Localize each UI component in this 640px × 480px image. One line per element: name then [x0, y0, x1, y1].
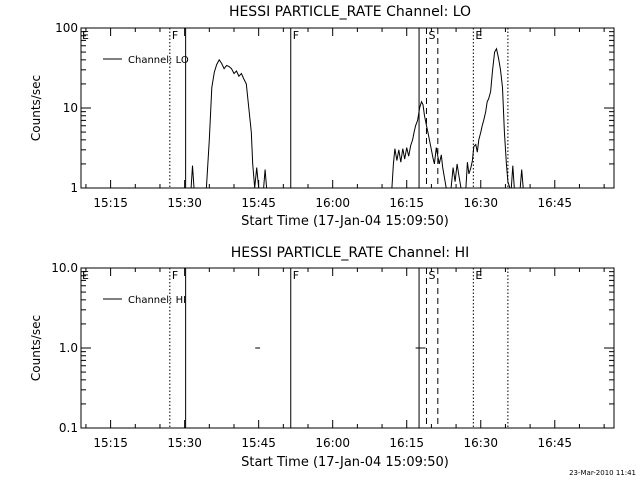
marker-label: S	[428, 269, 435, 282]
y-tick-label: 100	[55, 21, 78, 35]
marker-label: F	[293, 29, 299, 42]
x-tick-label: 15:30	[167, 436, 202, 450]
y-tick-label: 0.1	[59, 421, 78, 435]
y-axis-label: Counts/sec	[29, 75, 43, 141]
y-tick-label: 1	[70, 181, 78, 195]
marker-label: F	[293, 269, 299, 282]
series-line	[450, 163, 462, 189]
series-line	[205, 58, 260, 189]
series-line	[190, 165, 195, 189]
x-tick-label: 16:15	[389, 436, 424, 450]
x-tick-label: 16:15	[389, 196, 424, 210]
series-line	[519, 169, 524, 189]
chart-title: HESSI PARTICLE_RATE Channel: LO	[229, 4, 471, 20]
marker-label: E	[475, 29, 482, 42]
chart-panel-lo: HESSI PARTICLE_RATE Channel: LO Start Ti…	[29, 4, 615, 229]
x-tick-label: 15:15	[93, 436, 128, 450]
chart-title: HESSI PARTICLE_RATE Channel: HI	[231, 245, 469, 261]
chart-panel-hi: HESSI PARTICLE_RATE Channel: HI Start Ti…	[29, 245, 615, 470]
x-tick-label: 16:30	[463, 436, 498, 450]
y-tick-label: 10.0	[51, 261, 78, 275]
series-line	[263, 169, 268, 189]
marker-label: S	[428, 29, 435, 42]
x-tick-label: 15:15	[93, 196, 128, 210]
x-tick-label: 16:00	[315, 196, 350, 210]
plot-frame	[80, 27, 615, 189]
series-line	[391, 100, 447, 189]
x-axis-label: Start Time (17-Jan-04 15:09:50)	[241, 455, 449, 470]
marker-label: F	[172, 29, 178, 42]
series-line	[510, 165, 515, 189]
y-tick-label: 10	[63, 101, 78, 115]
x-tick-label: 16:45	[537, 436, 572, 450]
x-tick-label: 16:00	[315, 436, 350, 450]
x-tick-label: 15:45	[241, 436, 276, 450]
x-tick-label: 16:30	[463, 196, 498, 210]
plot-frame	[80, 267, 615, 429]
x-axis-label: Start Time (17-Jan-04 15:09:50)	[241, 214, 449, 229]
x-tick-label: 16:45	[537, 196, 572, 210]
legend-label: Channel: LO	[128, 55, 189, 66]
footer-timestamp: 23-Mar-2010 11:41	[569, 469, 636, 477]
series-line	[465, 47, 511, 189]
y-tick-label: 1.0	[59, 341, 78, 355]
x-tick-label: 15:45	[241, 196, 276, 210]
x-tick-label: 15:30	[167, 196, 202, 210]
legend-label: Channel: HI	[128, 295, 186, 306]
marker-label: E	[475, 269, 482, 282]
y-axis-label: Counts/sec	[29, 315, 43, 381]
marker-label: F	[172, 269, 178, 282]
